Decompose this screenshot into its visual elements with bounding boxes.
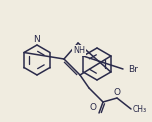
- Text: N: N: [34, 35, 40, 44]
- Text: O: O: [114, 88, 121, 97]
- Text: Br: Br: [128, 65, 138, 73]
- Text: O: O: [89, 103, 96, 112]
- Text: CH₃: CH₃: [133, 105, 147, 113]
- Text: NH: NH: [73, 46, 85, 55]
